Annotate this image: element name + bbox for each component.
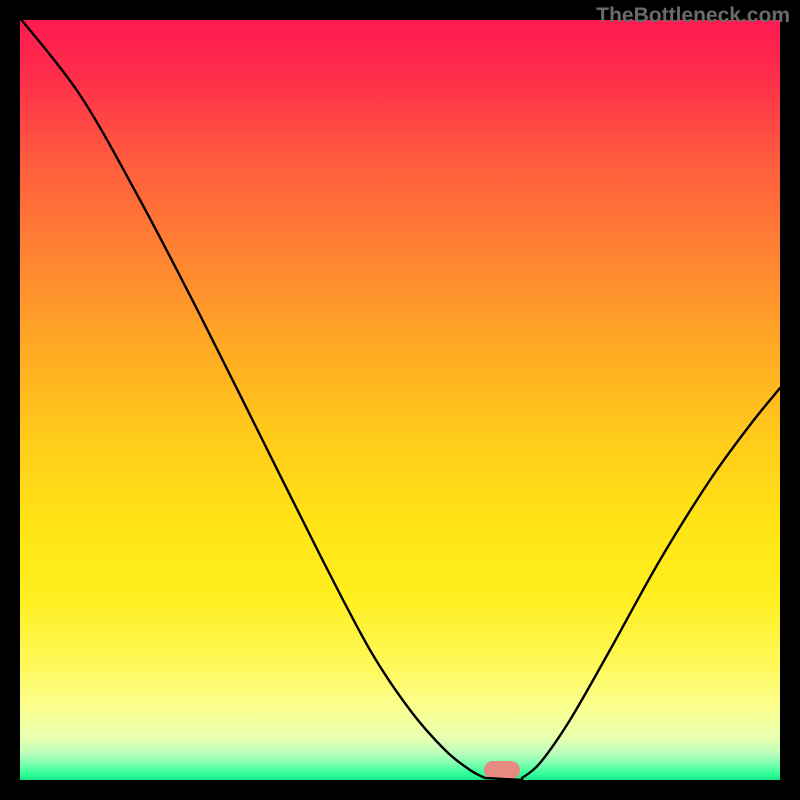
- dip-marker: [484, 761, 520, 779]
- chart-svg: [0, 0, 800, 800]
- watermark-text: TheBottleneck.com: [596, 4, 790, 28]
- bottleneck-chart: TheBottleneck.com: [0, 0, 800, 800]
